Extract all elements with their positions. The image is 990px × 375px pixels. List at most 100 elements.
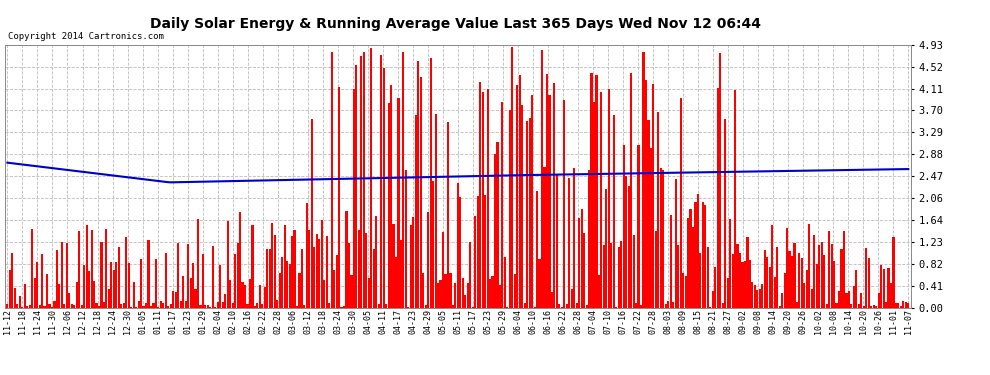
- Bar: [509, 111, 511, 308]
- Bar: [184, 301, 187, 307]
- Bar: [791, 256, 793, 307]
- Bar: [652, 84, 654, 308]
- Bar: [123, 303, 125, 307]
- Bar: [152, 303, 154, 307]
- Bar: [496, 141, 499, 308]
- Bar: [204, 305, 207, 308]
- Bar: [425, 305, 427, 308]
- Bar: [907, 303, 910, 307]
- Bar: [49, 304, 50, 307]
- Bar: [643, 53, 644, 308]
- Bar: [199, 305, 202, 308]
- Bar: [367, 278, 370, 308]
- Bar: [192, 263, 194, 308]
- Bar: [897, 303, 900, 307]
- Bar: [514, 274, 516, 308]
- Bar: [159, 302, 162, 307]
- Bar: [524, 303, 526, 307]
- Bar: [588, 170, 590, 308]
- Bar: [667, 301, 669, 307]
- Bar: [484, 195, 486, 308]
- Bar: [360, 56, 362, 308]
- Text: Copyright 2014 Cartronics.com: Copyright 2014 Cartronics.com: [8, 32, 163, 41]
- Bar: [729, 219, 732, 308]
- Bar: [420, 77, 422, 308]
- Bar: [798, 253, 801, 308]
- Bar: [301, 249, 303, 308]
- Bar: [303, 305, 306, 308]
- Bar: [633, 235, 635, 308]
- Bar: [836, 303, 838, 307]
- Bar: [397, 98, 400, 308]
- Bar: [442, 232, 445, 308]
- Bar: [224, 294, 227, 307]
- Bar: [768, 267, 771, 308]
- Bar: [714, 267, 717, 308]
- Bar: [268, 249, 271, 308]
- Bar: [326, 236, 328, 308]
- Bar: [229, 280, 232, 308]
- Bar: [558, 304, 560, 307]
- Bar: [870, 306, 872, 308]
- Bar: [26, 306, 29, 308]
- Bar: [831, 244, 833, 308]
- Bar: [541, 50, 544, 308]
- Bar: [24, 284, 26, 308]
- Bar: [719, 53, 722, 307]
- Bar: [298, 273, 301, 308]
- Bar: [100, 242, 103, 308]
- Bar: [133, 282, 135, 308]
- Bar: [860, 293, 862, 308]
- Bar: [615, 306, 618, 308]
- Bar: [256, 303, 258, 307]
- Bar: [548, 95, 550, 308]
- Bar: [618, 247, 620, 308]
- Bar: [55, 250, 58, 308]
- Bar: [813, 235, 816, 308]
- Bar: [34, 278, 36, 308]
- Bar: [90, 230, 93, 308]
- Bar: [563, 100, 565, 308]
- Bar: [793, 243, 796, 308]
- Bar: [717, 88, 719, 308]
- Bar: [850, 304, 852, 307]
- Bar: [88, 271, 90, 308]
- Bar: [167, 306, 169, 308]
- Bar: [511, 47, 514, 308]
- Bar: [343, 306, 346, 308]
- Bar: [575, 303, 578, 307]
- Bar: [737, 244, 739, 308]
- Bar: [263, 287, 266, 308]
- Bar: [189, 278, 192, 308]
- Bar: [70, 304, 73, 307]
- Bar: [892, 237, 895, 308]
- Bar: [41, 254, 44, 308]
- Bar: [526, 120, 529, 308]
- Bar: [306, 203, 308, 308]
- Bar: [341, 307, 343, 308]
- Bar: [702, 202, 704, 308]
- Bar: [833, 261, 836, 308]
- Bar: [286, 261, 288, 308]
- Bar: [232, 303, 234, 307]
- Bar: [890, 283, 892, 308]
- Bar: [271, 223, 273, 308]
- Bar: [476, 196, 479, 308]
- Bar: [174, 292, 177, 308]
- Bar: [449, 273, 451, 308]
- Bar: [19, 296, 21, 307]
- Bar: [143, 306, 145, 308]
- Bar: [801, 258, 803, 308]
- Bar: [318, 240, 321, 308]
- Bar: [415, 115, 417, 308]
- Bar: [638, 145, 640, 308]
- Bar: [766, 256, 768, 307]
- Bar: [662, 170, 664, 308]
- Bar: [734, 90, 737, 308]
- Bar: [882, 269, 885, 308]
- Bar: [519, 75, 521, 308]
- Bar: [555, 174, 558, 308]
- Bar: [875, 306, 877, 308]
- Bar: [31, 229, 34, 308]
- Bar: [694, 202, 697, 308]
